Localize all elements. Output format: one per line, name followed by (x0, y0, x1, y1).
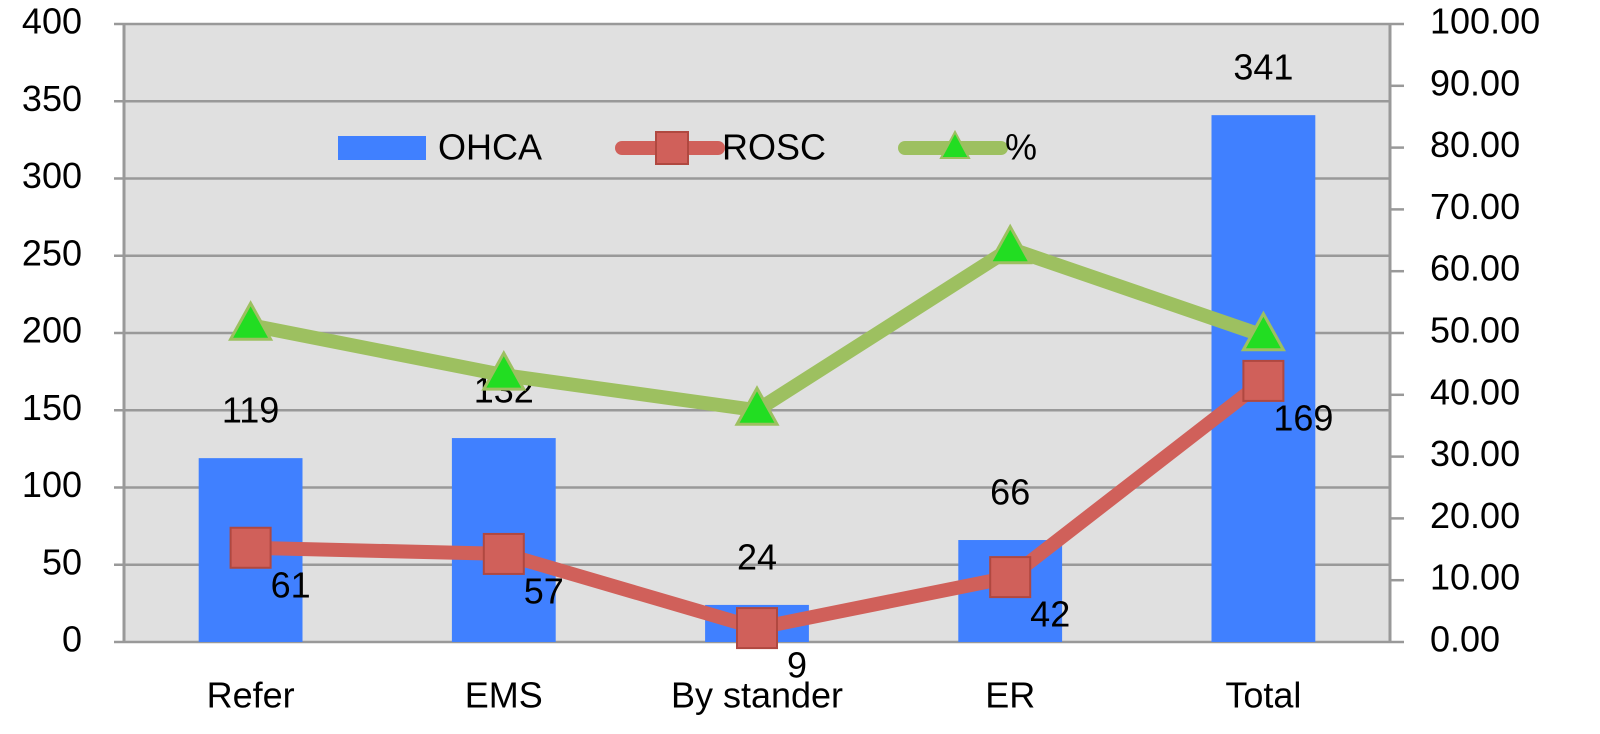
y2-tick-label: 60.00 (1430, 248, 1520, 289)
legend-marker (655, 131, 689, 165)
y2-tick-label: 40.00 (1430, 371, 1520, 412)
y-tick-label: 200 (22, 310, 82, 351)
data-label: 341 (1233, 47, 1293, 88)
legend-label: ROSC (722, 127, 826, 168)
legend-marker (939, 129, 971, 159)
marker (482, 532, 525, 575)
legend-swatch (338, 136, 426, 160)
x-tick-label: ER (985, 675, 1035, 716)
x-tick-label: By stander (671, 675, 843, 716)
y2-tick-label: 90.00 (1430, 62, 1520, 103)
legend-label: OHCA (438, 127, 542, 168)
data-label: 169 (1273, 397, 1333, 438)
marker (481, 350, 527, 391)
data-label: 119 (222, 390, 279, 431)
y-tick-label: 100 (22, 464, 82, 505)
y2-tick-label: 10.00 (1430, 557, 1520, 598)
legend-label: % (1005, 127, 1037, 168)
data-label: 57 (524, 570, 564, 611)
x-tick-label: EMS (465, 675, 543, 716)
y2-tick-label: 0.00 (1430, 619, 1500, 660)
marker (989, 556, 1032, 599)
marker (1240, 310, 1286, 352)
y-tick-label: 300 (22, 155, 82, 196)
data-label: 61 (271, 564, 311, 605)
y-tick-label: 400 (22, 1, 82, 42)
marker (734, 385, 780, 426)
marker (736, 607, 778, 650)
x-tick-label: Total (1225, 675, 1301, 716)
y-tick-label: 0 (62, 619, 82, 660)
y2-tick-label: 30.00 (1430, 433, 1520, 474)
y-tick-label: 350 (22, 78, 82, 119)
y-tick-label: 50 (42, 541, 82, 582)
x-tick-label: Refer (207, 675, 295, 716)
marker (228, 300, 274, 341)
y-tick-label: 150 (22, 387, 82, 428)
data-label: 66 (990, 472, 1030, 513)
y2-tick-label: 80.00 (1430, 124, 1520, 165)
data-label: 9 (787, 645, 807, 686)
y2-tick-label: 100.00 (1430, 1, 1540, 42)
marker (987, 223, 1033, 265)
y2-tick-label: 50.00 (1430, 310, 1520, 351)
data-label: 42 (1030, 594, 1070, 635)
y2-tick-label: 20.00 (1430, 495, 1520, 536)
data-label: 24 (737, 536, 777, 577)
marker (229, 526, 272, 569)
y-tick-label: 250 (22, 232, 82, 273)
marker (1242, 359, 1285, 402)
y2-tick-label: 70.00 (1430, 186, 1520, 227)
